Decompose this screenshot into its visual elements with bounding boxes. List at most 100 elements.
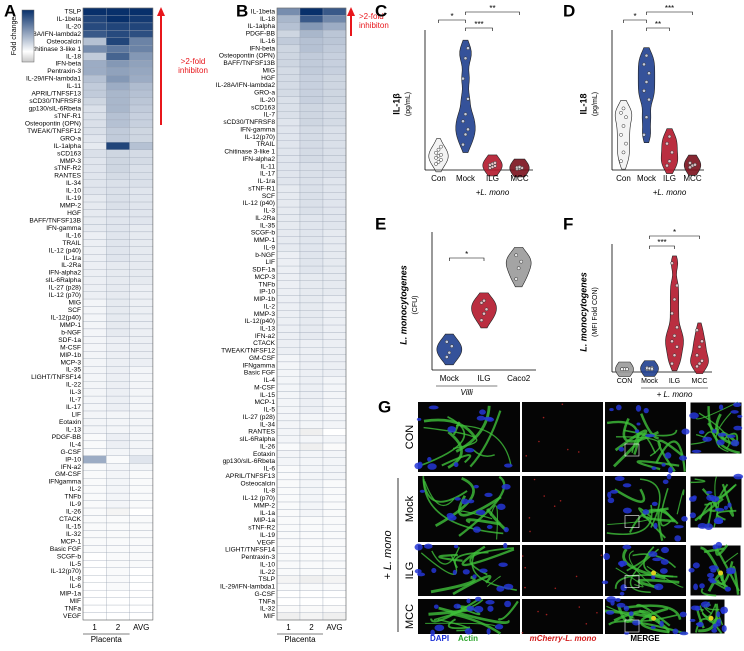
- heatmap-cell: [82, 82, 107, 91]
- tissue-stain: [614, 574, 674, 589]
- heatmap-cell: [82, 15, 107, 24]
- nucleus-stain: [730, 410, 739, 414]
- bacteria-stain: [545, 613, 548, 616]
- nucleus-stain: [706, 490, 713, 494]
- nucleus-stain: [417, 461, 423, 469]
- bacteria-stain: [561, 403, 564, 406]
- row-label: sTNF-R2: [248, 525, 275, 532]
- heatmap-cell: [129, 522, 154, 531]
- heatmap-cell: [299, 376, 324, 385]
- row-label: IL-32: [260, 606, 275, 613]
- column-label: 1: [286, 623, 291, 632]
- heatmap-cell: [106, 201, 130, 210]
- row-label: IL-1ra: [64, 255, 82, 262]
- column-label: MERGE: [630, 634, 660, 643]
- nucleus-stain: [661, 463, 666, 467]
- heatmap-cell: [299, 258, 324, 267]
- heatmap-cell: [129, 604, 154, 613]
- heatmap-cell: [129, 478, 154, 486]
- heatmap-cell: [276, 332, 301, 340]
- nucleus-stain: [723, 505, 728, 510]
- heatmap-cell: [106, 463, 130, 471]
- row-label: Pentraxin-3: [241, 554, 275, 561]
- row-label: Eotaxin: [253, 451, 275, 458]
- data-point: [434, 162, 438, 166]
- heatmap-cell: [106, 104, 130, 113]
- nucleus-stain: [679, 631, 689, 636]
- heatmap-cell: [106, 276, 130, 285]
- data-point: [479, 300, 484, 305]
- heatmap-cell: [82, 604, 107, 613]
- heatmap-cell: [322, 192, 347, 200]
- nucleus-stain: [667, 466, 673, 474]
- nucleus-stain: [617, 560, 628, 567]
- heatmap-cell: [322, 7, 347, 16]
- nucleus-stain: [689, 512, 696, 519]
- significance-label: **: [489, 4, 495, 13]
- data-point: [670, 361, 674, 366]
- heatmap-cell: [82, 172, 107, 180]
- heatmap-cell: [299, 501, 324, 510]
- heatmap-cell: [322, 538, 347, 547]
- nucleus-stain: [454, 497, 461, 501]
- heatmap-cell: [106, 321, 130, 330]
- significance-bracket: [649, 235, 700, 239]
- micrograph: [418, 402, 520, 472]
- heatmap-cell: [276, 221, 301, 230]
- heatmap-cell: [276, 96, 301, 105]
- row-label: LIF: [71, 412, 81, 419]
- heatmap-cell: [82, 75, 107, 83]
- nucleus-stain: [718, 404, 724, 410]
- heatmap-cell: [129, 52, 154, 61]
- significance-label: ***: [665, 4, 674, 13]
- row-label: sTNF-R2: [54, 165, 81, 172]
- heatmap-cell: [106, 597, 130, 606]
- row-label: IL-5: [70, 561, 82, 568]
- heatmap-cell: [82, 560, 107, 568]
- heatmap-cell: [322, 582, 347, 591]
- nucleus-stain: [662, 479, 669, 485]
- heatmap-cell: [322, 221, 347, 230]
- data-point: [695, 364, 699, 369]
- row-label: GM-CSF: [55, 471, 81, 478]
- nucleus-stain: [453, 462, 459, 468]
- heatmap-cell: [322, 88, 347, 97]
- heatmap-cell: [322, 494, 347, 503]
- row-label: Mock: [404, 495, 416, 522]
- heatmap-cell: [322, 420, 347, 429]
- x-tick-label: ILG: [669, 378, 680, 385]
- data-point: [463, 56, 468, 61]
- heatmap-cell: [82, 276, 107, 285]
- row-label: SCGF-b: [57, 553, 82, 560]
- row-label: GM-CSF: [249, 355, 275, 362]
- heatmap-cell: [129, 567, 154, 576]
- nucleus-stain: [681, 428, 690, 435]
- bacteria-stain: [718, 570, 724, 576]
- heatmap-cell: [276, 376, 301, 385]
- heatmap-cell: [322, 575, 347, 584]
- heatmap-cell: [82, 127, 107, 136]
- significance-label: *: [633, 12, 636, 21]
- row-label: IL-8: [264, 488, 276, 495]
- data-point: [514, 253, 519, 258]
- bacteria-stain: [554, 587, 557, 590]
- heatmap-cell: [322, 531, 347, 540]
- significance-bracket: [438, 19, 466, 23]
- heatmap-cell: [299, 59, 324, 68]
- nucleus-stain: [726, 434, 736, 439]
- bacteria-stain: [575, 575, 578, 578]
- heatmap-cell: [322, 523, 347, 532]
- heatmap-cell: [276, 531, 301, 540]
- heatmap-cell: [299, 590, 324, 599]
- tissue-stain: [615, 436, 661, 457]
- heatmap-cell: [299, 354, 324, 363]
- heatmap-cell: [82, 433, 107, 442]
- column-label: 2: [116, 623, 121, 632]
- nucleus-stain: [716, 611, 721, 618]
- nucleus-stain: [634, 429, 640, 434]
- row-label: IL-29/IFN-lambda1: [26, 76, 81, 83]
- heatmap-cell: [276, 177, 301, 186]
- nucleus-stain: [642, 509, 650, 515]
- nucleus-stain: [427, 463, 437, 470]
